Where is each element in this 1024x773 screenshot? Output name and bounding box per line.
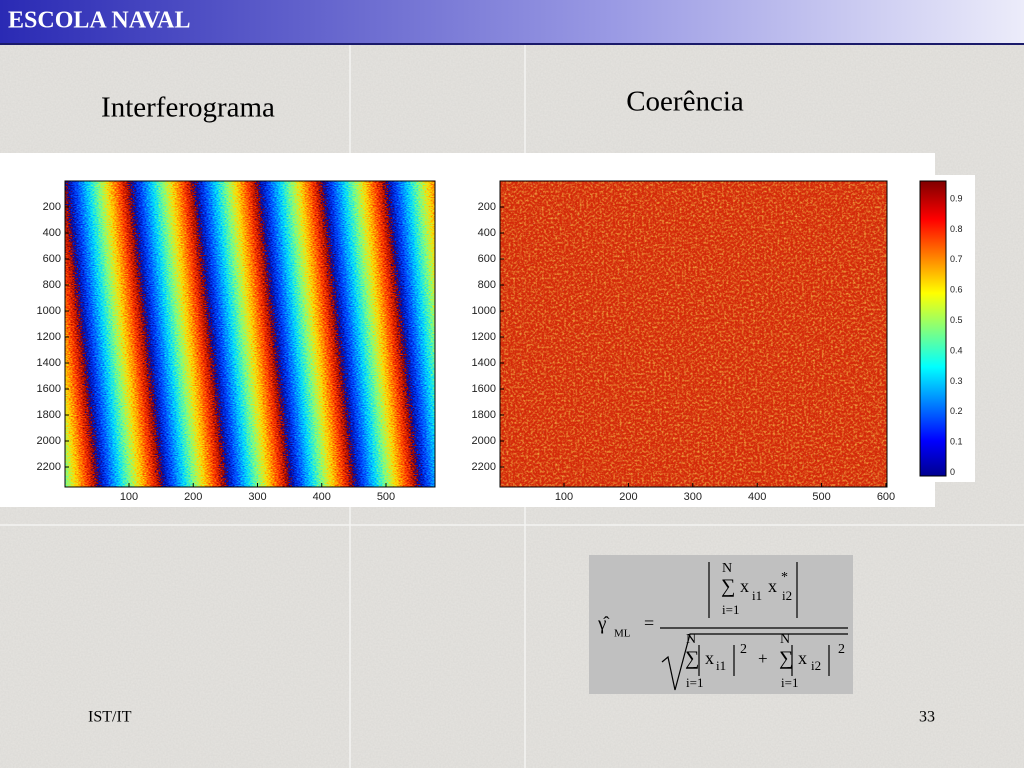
x-tick-label: 200 xyxy=(619,491,637,503)
x-tick-label: 300 xyxy=(684,491,702,503)
formula-symbol: γ̂ xyxy=(597,613,609,634)
colorbar-tick-label: 0 xyxy=(950,467,955,477)
panel-title: Coerência xyxy=(626,86,744,118)
x-tick-label: 400 xyxy=(313,491,331,503)
y-tick-label: 1400 xyxy=(472,357,496,369)
y-tick-label: 1200 xyxy=(37,331,61,343)
formula-symbol: i=1 xyxy=(781,675,798,690)
y-tick-label: 200 xyxy=(43,201,61,213)
formula-lines xyxy=(660,562,848,691)
colorbar-tick-label: 0.1 xyxy=(950,437,963,447)
y-tick-label: 600 xyxy=(478,253,496,265)
x-tick-label: 100 xyxy=(555,491,573,503)
formula-symbol: N xyxy=(780,632,790,647)
y-tick-label: 2000 xyxy=(37,435,61,447)
formula-symbol: i2 xyxy=(811,658,821,673)
formula-symbol: 2 xyxy=(740,642,747,657)
formula-symbol: ∑ xyxy=(721,576,735,598)
x-tick-label: 500 xyxy=(377,491,395,503)
formula-symbol: 2 xyxy=(838,642,845,657)
y-tick-label: 1000 xyxy=(472,305,496,317)
colorbar-tick-label: 0.3 xyxy=(950,376,963,386)
y-tick-label: 800 xyxy=(43,279,61,291)
formula-symbol: N xyxy=(722,561,732,576)
y-tick-label: 2200 xyxy=(472,461,496,473)
x-tick-label: 300 xyxy=(248,491,266,503)
colorbar-tick-label: 0.2 xyxy=(950,406,963,416)
colorbar-tick-label: 0.7 xyxy=(950,254,963,264)
y-tick-label: 200 xyxy=(478,201,496,213)
formula-symbol: = xyxy=(644,613,654,633)
colorbar-tick-label: 0.4 xyxy=(950,345,963,355)
y-tick-label: 2200 xyxy=(37,461,61,473)
coherence-image xyxy=(499,180,888,488)
y-tick-label: 1800 xyxy=(472,409,496,421)
colorbar-tick-label: 0.9 xyxy=(950,193,963,203)
interferogram-image xyxy=(64,180,436,488)
y-tick-label: 800 xyxy=(478,279,496,291)
formula-symbol: * xyxy=(781,570,788,585)
panel-title: Interferograma xyxy=(101,92,275,124)
y-tick-label: 1600 xyxy=(472,383,496,395)
formula-symbol: x xyxy=(798,648,807,668)
header-bar xyxy=(0,0,1024,44)
colorbar-tick-label: 0.5 xyxy=(950,315,963,325)
formula-symbol: i2 xyxy=(782,588,792,603)
y-tick-label: 1000 xyxy=(37,305,61,317)
y-tick-label: 2000 xyxy=(472,435,496,447)
y-tick-label: 1400 xyxy=(37,357,61,369)
colorbar-tick-label: 0.6 xyxy=(950,285,963,295)
formula-symbol: ML xyxy=(614,628,631,640)
colorbar xyxy=(919,180,947,477)
colorbar-tick-label: 0.8 xyxy=(950,224,963,234)
page-number: 33 xyxy=(919,709,935,726)
formula-symbol: i=1 xyxy=(722,602,739,617)
formula-symbol: N xyxy=(686,632,696,647)
y-tick-label: 400 xyxy=(43,227,61,239)
x-tick-label: 400 xyxy=(748,491,766,503)
formula-symbol: i=1 xyxy=(686,675,703,690)
formula-symbol: i1 xyxy=(716,658,726,673)
x-tick-label: 100 xyxy=(120,491,138,503)
x-tick-label: 600 xyxy=(877,491,895,503)
y-tick-label: 1800 xyxy=(37,409,61,421)
y-tick-label: 400 xyxy=(478,227,496,239)
formula-symbol: x xyxy=(740,576,749,596)
formula-box xyxy=(589,555,853,694)
header-title: ESCOLA NAVAL xyxy=(8,8,191,34)
y-tick-label: 1600 xyxy=(37,383,61,395)
y-tick-label: 600 xyxy=(43,253,61,265)
x-tick-label: 200 xyxy=(184,491,202,503)
formula-symbol: x xyxy=(768,576,777,596)
formula-symbol: ∑ xyxy=(779,648,793,670)
x-tick-label: 500 xyxy=(812,491,830,503)
formula-symbol: x xyxy=(705,648,714,668)
y-tick-label: 1200 xyxy=(472,331,496,343)
footer-left: IST/IT xyxy=(88,709,132,726)
formula-symbol: ∑ xyxy=(685,648,699,670)
formula-symbol: + xyxy=(758,649,768,668)
formula-symbol: i1 xyxy=(752,588,762,603)
